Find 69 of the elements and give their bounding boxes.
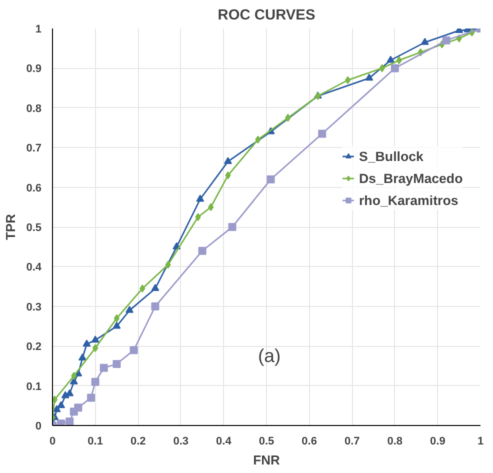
point — [57, 420, 66, 426]
point — [57, 401, 66, 408]
x-tick-label: 0.7 — [344, 436, 360, 448]
point — [74, 404, 82, 412]
x-tick-label: 0.1 — [88, 436, 103, 448]
point — [379, 64, 385, 72]
point — [344, 76, 351, 84]
y-tick-label: 0.5 — [26, 222, 42, 234]
x-axis-title: FNR — [253, 452, 280, 468]
y-tick-label: 0.2 — [26, 341, 42, 354]
x-tick-label: 0.9 — [430, 436, 446, 448]
point — [151, 302, 160, 310]
point — [442, 36, 450, 44]
x-tick-label: 0.4 — [216, 436, 232, 448]
point — [365, 74, 374, 81]
y-tick-label: 0.6 — [26, 182, 42, 194]
point — [112, 322, 121, 329]
point — [140, 284, 146, 293]
point — [100, 364, 108, 372]
point — [91, 336, 100, 343]
x-tick-label: 0.8 — [387, 436, 403, 448]
point — [78, 353, 86, 361]
y-tick-label: 0.3 — [26, 301, 42, 314]
point — [130, 346, 138, 354]
point — [224, 156, 232, 164]
y-tick-label: 0.8 — [26, 102, 42, 115]
x-tick-label: 0 — [49, 436, 56, 448]
point — [126, 306, 134, 313]
point — [195, 213, 201, 222]
point — [228, 223, 236, 231]
y-tick-label: 0 — [35, 420, 42, 432]
point — [396, 56, 402, 64]
point — [91, 378, 100, 386]
y-tick-label: 0.1 — [26, 380, 42, 393]
point — [87, 394, 96, 402]
chart-title: ROC CURVES — [218, 8, 316, 24]
point — [151, 284, 160, 292]
y-tick-label: 0.7 — [26, 142, 42, 155]
legend-label: S_Bullock — [359, 148, 424, 164]
point — [285, 114, 291, 122]
y-axis-title: TPR — [3, 213, 18, 240]
point — [114, 314, 120, 322]
point — [255, 136, 261, 144]
point — [225, 171, 231, 180]
y-tick-label: 0.9 — [26, 63, 42, 76]
point — [386, 56, 395, 63]
point — [420, 38, 429, 45]
point — [266, 175, 275, 184]
y-tick-label: 1 — [35, 24, 42, 36]
point — [208, 203, 214, 212]
point — [92, 344, 98, 352]
point — [71, 372, 77, 380]
point — [82, 340, 91, 347]
legend-label: rho_Karamitros — [359, 192, 458, 208]
x-tick-label: 0.3 — [173, 436, 189, 448]
point — [112, 360, 121, 368]
point — [66, 418, 74, 426]
point — [318, 130, 326, 138]
x-tick-label: 0.5 — [258, 436, 274, 448]
x-tick-label: 0.6 — [302, 436, 317, 448]
point — [196, 194, 204, 202]
point — [165, 260, 171, 269]
point — [198, 246, 206, 255]
legend-label: Ds_BrayMacedo — [359, 170, 463, 186]
point — [390, 64, 399, 72]
x-tick-label: 0.2 — [130, 436, 146, 448]
x-tick-label: 1 — [477, 436, 484, 448]
annotation: (a) — [258, 344, 281, 366]
y-tick-label: 0.4 — [26, 262, 42, 274]
